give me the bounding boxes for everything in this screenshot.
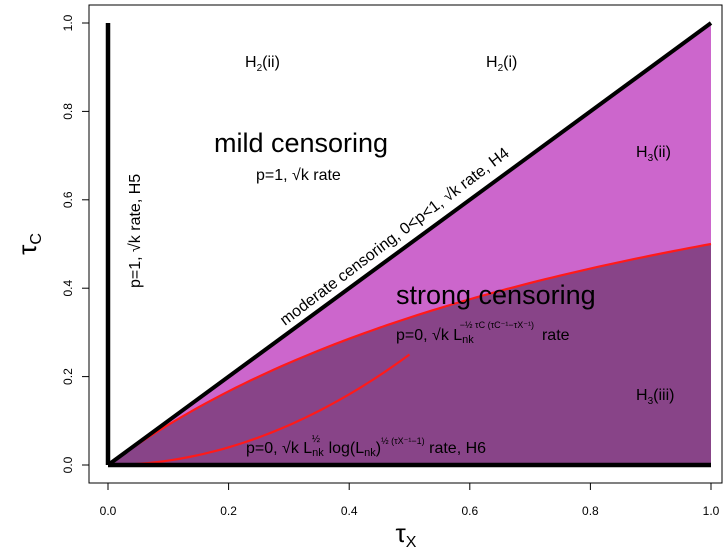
x-tick-label: 1.0: [703, 504, 720, 518]
label-h2ii: H2(ii): [245, 54, 280, 74]
bottom-h6-rate: p=0, √k Lnk½ log(Lnk)½ (τX⁻¹−1) rate, H6: [246, 434, 486, 459]
y-tick-label: 0.0: [61, 456, 75, 473]
x-tick-label: 0.0: [100, 504, 117, 518]
y-axis: 0.0 0.2 0.4 0.6 0.8 1.0: [61, 14, 90, 473]
y-tick-label: 0.2: [61, 368, 75, 385]
lower-red-boundary-curve: [107, 242, 712, 466]
x-axis: 0.0 0.2 0.4 0.6 0.8 1.0: [100, 482, 720, 518]
y-tick-label: 0.8: [61, 103, 75, 120]
x-tick-label: 0.4: [341, 504, 358, 518]
label-h2i: H2(i): [486, 54, 517, 74]
mild-censoring-title: mild censoring: [214, 128, 388, 158]
vertical-h5-label: p=1, √k rate, H5: [127, 174, 144, 288]
mild-censoring-rate: p=1, √k rate: [256, 167, 341, 184]
strong-censoring-title: strong censoring: [396, 280, 596, 310]
diagonal-boundary-line: [106, 21, 713, 467]
label-h3iii: H3(iii): [636, 387, 674, 407]
y-tick-label: 0.4: [61, 280, 75, 297]
x-tick-label: 0.6: [461, 504, 478, 518]
strong-censoring-rate: p=0, √k Lnk−½ τC (τC⁻¹−τX⁻¹)rate: [396, 320, 570, 346]
y-tick-label: 0.6: [61, 191, 75, 208]
upper-red-boundary-curve: [107, 353, 411, 467]
y-axis-title: τC: [12, 233, 45, 255]
x-tick-label: 0.8: [582, 504, 599, 518]
x-tick-label: 0.2: [220, 504, 237, 518]
y-tick-label: 1.0: [61, 14, 75, 31]
label-h3ii: H3(ii): [636, 144, 671, 164]
x-axis-title: τX: [396, 518, 417, 547]
